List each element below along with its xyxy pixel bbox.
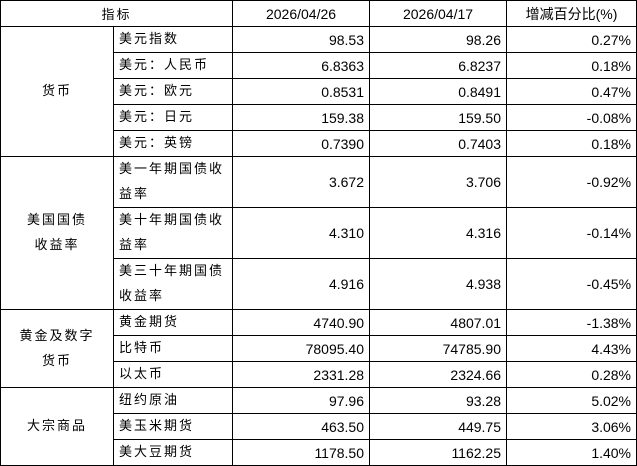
table-row: 比特币 78095.40 74785.90 4.43% bbox=[1, 335, 637, 362]
indicator-name: 比特币 bbox=[112, 335, 234, 362]
change-percent: 0.47% bbox=[506, 78, 637, 105]
value-date2: 74785.90 bbox=[369, 335, 508, 362]
table-row: 美大豆期货 1178.50 1162.25 1.40% bbox=[1, 439, 637, 466]
value-date2: 4.316 bbox=[369, 207, 508, 259]
change-percent: -0.14% bbox=[506, 207, 637, 259]
value-date1: 3.672 bbox=[232, 156, 371, 208]
header-indicator: 指标 bbox=[0, 0, 234, 27]
category-cell: 美国国债收益率 bbox=[0, 156, 114, 310]
value-date1: 4740.90 bbox=[232, 309, 371, 336]
indicator-name: 以太币 bbox=[112, 361, 234, 388]
value-date1: 0.8531 bbox=[232, 78, 371, 105]
change-percent: 3.06% bbox=[506, 413, 637, 440]
table-row: 货币 美元指数 98.53 98.26 0.27% bbox=[0, 26, 637, 157]
change-percent: 4.43% bbox=[506, 335, 637, 362]
value-date2: 4.938 bbox=[369, 258, 508, 310]
table-row: 美国国债收益率 美一年期国债收益率 3.672 3.706 -0.92% bbox=[0, 156, 637, 310]
value-date2: 98.26 bbox=[369, 26, 508, 53]
table-row: 美元：人民币 6.8363 6.8237 0.18% bbox=[1, 52, 637, 79]
table-row: 美元：日元 159.38 159.50 -0.08% bbox=[1, 104, 637, 131]
change-percent: -0.45% bbox=[506, 258, 637, 310]
table-row: 以太币 2331.28 2324.66 0.28% bbox=[1, 361, 637, 388]
indicator-name: 美元：英镑 bbox=[112, 130, 234, 157]
indicator-name: 美元：日元 bbox=[112, 104, 234, 131]
indicator-name: 纽约原油 bbox=[112, 387, 234, 414]
change-percent: 0.18% bbox=[506, 52, 637, 79]
value-date2: 6.8237 bbox=[369, 52, 508, 79]
value-date2: 159.50 bbox=[369, 104, 508, 131]
header-change: 增减百分比(%) bbox=[506, 0, 637, 27]
table-row: 美元：欧元 0.8531 0.8491 0.47% bbox=[1, 78, 637, 105]
category-cell: 黄金及数字货币 bbox=[0, 309, 114, 388]
table-row: 黄金及数字货币 黄金期货 4740.90 4807.01 -1.38% bbox=[0, 309, 637, 388]
category-cell: 货币 bbox=[0, 26, 114, 157]
change-percent: -0.08% bbox=[506, 104, 637, 131]
indicator-name: 美元：人民币 bbox=[112, 52, 234, 79]
value-date1: 4.310 bbox=[232, 207, 371, 259]
change-percent: 0.28% bbox=[506, 361, 637, 388]
value-date1: 97.96 bbox=[232, 387, 371, 414]
change-percent: 0.18% bbox=[506, 130, 637, 157]
value-date2: 0.7403 bbox=[369, 130, 508, 157]
value-date2: 0.8491 bbox=[369, 78, 508, 105]
value-date1: 78095.40 bbox=[232, 335, 371, 362]
value-date1: 98.53 bbox=[232, 26, 371, 53]
value-date2: 4807.01 bbox=[369, 309, 508, 336]
value-date2: 93.28 bbox=[369, 387, 508, 414]
indicator-name: 美十年期国债收益率 bbox=[112, 207, 234, 259]
category-cell: 大宗商品 bbox=[0, 387, 114, 466]
value-date1: 1178.50 bbox=[232, 439, 371, 466]
value-date1: 463.50 bbox=[232, 413, 371, 440]
indicator-name: 黄金期货 bbox=[112, 309, 234, 336]
change-percent: 5.02% bbox=[506, 387, 637, 414]
indicator-name: 美一年期国债收益率 bbox=[112, 156, 234, 208]
value-date2: 1162.25 bbox=[369, 439, 508, 466]
header-date2: 2026/04/17 bbox=[369, 0, 508, 27]
table-row: 美元：英镑 0.7390 0.7403 0.18% bbox=[1, 130, 637, 157]
table-row: 美玉米期货 463.50 449.75 3.06% bbox=[1, 413, 637, 440]
value-date2: 2324.66 bbox=[369, 361, 508, 388]
value-date1: 0.7390 bbox=[232, 130, 371, 157]
indicator-name: 美元：欧元 bbox=[112, 78, 234, 105]
value-date1: 159.38 bbox=[232, 104, 371, 131]
value-date1: 4.916 bbox=[232, 258, 371, 310]
header-date1: 2026/04/26 bbox=[232, 0, 371, 27]
indicator-name: 美大豆期货 bbox=[112, 439, 234, 466]
indicator-name: 美三十年期国债收益率 bbox=[112, 258, 234, 310]
change-percent: 1.40% bbox=[506, 439, 637, 466]
change-percent: 0.27% bbox=[506, 26, 637, 53]
header-row: 指标 2026/04/26 2026/04/17 增减百分比(%) bbox=[0, 0, 637, 27]
change-percent: -1.38% bbox=[506, 309, 637, 336]
change-percent: -0.92% bbox=[506, 156, 637, 208]
indicator-name: 美玉米期货 bbox=[112, 413, 234, 440]
value-date1: 6.8363 bbox=[232, 52, 371, 79]
indicator-name: 美元指数 bbox=[112, 26, 234, 53]
value-date2: 449.75 bbox=[369, 413, 508, 440]
value-date1: 2331.28 bbox=[232, 361, 371, 388]
table-row: 美十年期国债收益率 4.310 4.316 -0.14% bbox=[1, 207, 637, 259]
table-row: 大宗商品 纽约原油 97.96 93.28 5.02% bbox=[0, 387, 637, 466]
value-date2: 3.706 bbox=[369, 156, 508, 208]
